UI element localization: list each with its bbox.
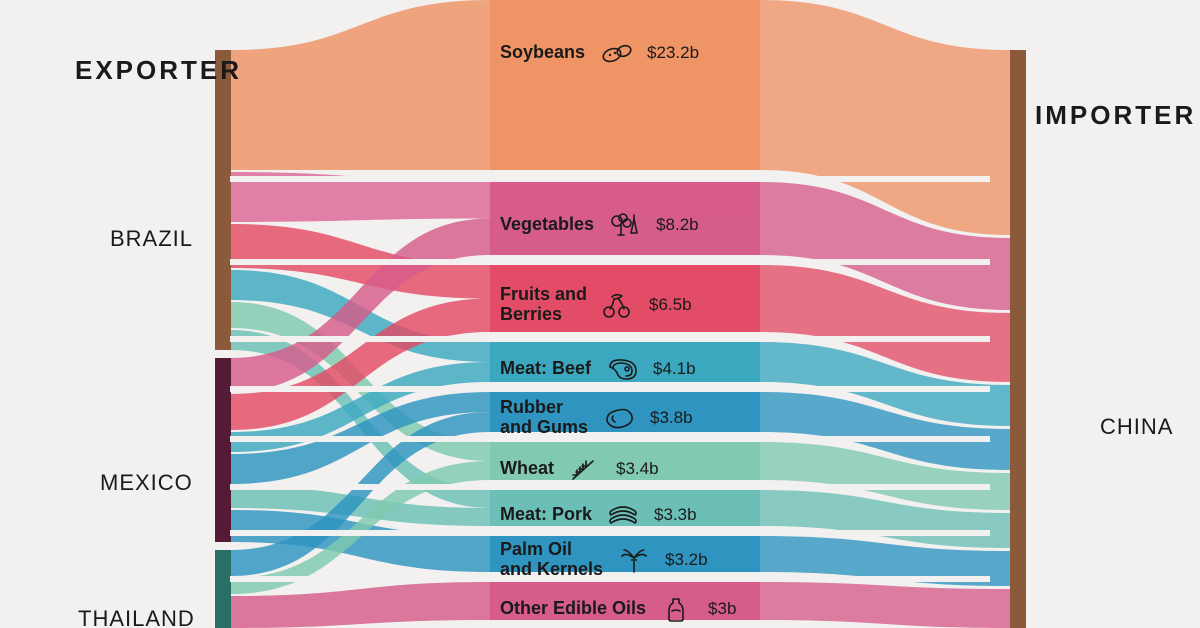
country-brazil: BRAZIL <box>110 226 193 252</box>
commodity-value: $3.3b <box>654 505 697 525</box>
country-thailand: THAILAND <box>78 606 195 628</box>
rubber-icon <box>600 403 638 433</box>
country-mexico: MEXICO <box>100 470 193 496</box>
commodity-value: $23.2b <box>647 43 699 63</box>
importer-title: IMPORTER <box>1035 100 1196 131</box>
commodity-beef: Meat: Beef $4.1b <box>500 354 696 384</box>
fruit-icon <box>599 290 637 320</box>
pork-icon <box>604 500 642 530</box>
oil-icon <box>658 594 696 624</box>
commodity-pork: Meat: Pork $3.3b <box>500 500 697 530</box>
commodity-value: $3.2b <box>665 550 708 570</box>
steak-icon <box>603 354 641 384</box>
veg-icon <box>606 210 644 240</box>
commodity-label: Meat: Pork <box>500 505 592 525</box>
palm-icon <box>615 545 653 575</box>
commodity-label: Soybeans <box>500 43 585 63</box>
commodity-soybeans: Soybeans $23.2b <box>500 38 699 68</box>
commodity-rubber: Rubberand Gums $3.8b <box>500 398 693 438</box>
commodity-palm: Palm Oiland Kernels $3.2b <box>500 540 708 580</box>
commodity-value: $4.1b <box>653 359 696 379</box>
country-china: CHINA <box>1100 414 1173 440</box>
commodity-value: $6.5b <box>649 295 692 315</box>
commodity-label: Vegetables <box>500 215 594 235</box>
soy-icon <box>597 38 635 68</box>
commodity-value: $8.2b <box>656 215 699 235</box>
commodity-label: Palm Oiland Kernels <box>500 540 603 580</box>
commodity-fruits: Fruits andBerries $6.5b <box>500 285 692 325</box>
commodity-vegetables: Vegetables $8.2b <box>500 210 699 240</box>
commodity-label: Fruits andBerries <box>500 285 587 325</box>
commodity-value: $3b <box>708 599 736 619</box>
wheat-icon <box>566 454 604 484</box>
commodity-value: $3.8b <box>650 408 693 428</box>
commodity-oils: Other Edible Oils $3b <box>500 594 736 624</box>
exporter-title: EXPORTER <box>75 55 242 86</box>
commodity-label: Other Edible Oils <box>500 599 646 619</box>
commodity-value: $3.4b <box>616 459 659 479</box>
commodity-wheat: Wheat $3.4b <box>500 454 659 484</box>
commodity-label: Rubberand Gums <box>500 398 588 438</box>
commodity-label: Meat: Beef <box>500 359 591 379</box>
commodity-label: Wheat <box>500 459 554 479</box>
